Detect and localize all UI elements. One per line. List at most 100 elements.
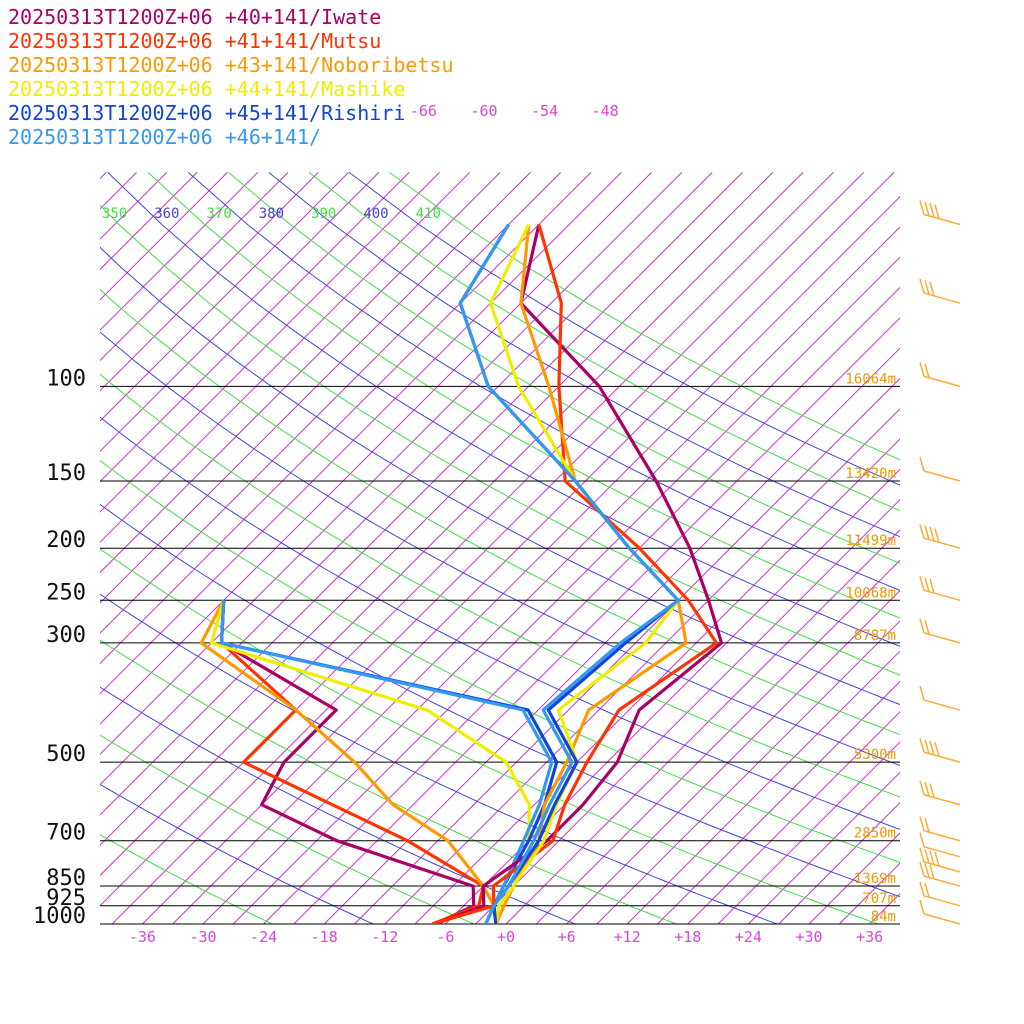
temperature-tick-labels: -36 -30 -24 -18 -12 -6 +0 +6 +12 +18 +24 +30 +36 (129, 928, 883, 946)
temperature-tick-label: +6 (558, 928, 576, 946)
wind-barb-flag (919, 816, 925, 831)
isotherm-line (100, 172, 440, 513)
wind-barb-flag (919, 362, 925, 377)
wind-barb-flag (924, 863, 930, 878)
pressure-tick-label: 200 (46, 528, 86, 553)
wind-barb-flag (924, 363, 930, 378)
wind-barb-flag (919, 881, 925, 897)
pressure-tick-label: 100 (46, 366, 86, 391)
isotherm-line (0, 172, 15, 924)
wind-barb-flag (919, 576, 925, 591)
isotherm-line (100, 172, 471, 543)
temperature-tick-label: -12 (371, 928, 398, 946)
dry-adiabat-line (100, 734, 475, 924)
wind-barb-flag (924, 882, 930, 898)
temperature-line (434, 224, 724, 924)
height-label: 1369m (854, 871, 896, 887)
wind-barb-flag (924, 781, 930, 797)
wind-barb-flag (924, 280, 930, 295)
height-label: 16064m (845, 371, 896, 387)
isotherm-line (566, 589, 900, 924)
pressure-tick-label: 150 (46, 461, 86, 486)
theta-label: 410 (416, 206, 441, 222)
wind-barb (923, 793, 961, 806)
theta-label: 390 (311, 206, 336, 222)
wind-barb (923, 375, 961, 388)
wind-barb-flag (919, 899, 925, 915)
pressure-tick-label: 1000 (33, 904, 86, 929)
temperature-tick-label: +0 (497, 928, 515, 946)
wind-barb-flag (929, 864, 935, 880)
dewpoint-line (199, 599, 498, 924)
temperature-tick-label: -24 (250, 928, 277, 946)
wind-barb-flag (924, 739, 930, 754)
isotherm-line (100, 172, 228, 301)
isotherm-line (100, 172, 380, 453)
pressure-tick-label: 850 (46, 866, 86, 891)
wind-barb (923, 875, 961, 887)
wind-barb-flag (919, 278, 925, 294)
theta-label: 360 (154, 206, 179, 222)
height-label: 11499m (845, 533, 896, 549)
top-isotherm-label: -60 (470, 102, 497, 120)
legend-entry: 20250313T1200Z+06 +41+141/Mutsu (8, 29, 381, 53)
wind-barb-flag (929, 526, 935, 542)
wind-barb-flag (934, 851, 940, 867)
profiles (199, 223, 724, 924)
temperature-tick-label: +12 (614, 928, 641, 946)
temperature-tick-label: -18 (311, 928, 338, 946)
wind-barb-flag (919, 780, 925, 795)
wind-barbs (919, 200, 961, 925)
wind-barb-flag (919, 456, 925, 472)
isotherm-line (991, 172, 1024, 924)
dry-adiabat-line (100, 548, 879, 924)
wind-barb-flag (924, 817, 930, 833)
pressure-tick-label: 300 (46, 623, 86, 648)
height-label: 10068m (845, 585, 896, 601)
isotherm-line (100, 172, 349, 422)
height-label: 84m (871, 909, 896, 925)
isotherm-line (596, 620, 900, 924)
isotherm-line (687, 711, 900, 924)
isotherm-line (100, 172, 259, 331)
isotherm-line (100, 172, 410, 483)
theta-label: 370 (206, 206, 231, 222)
height-label: 8787m (854, 628, 896, 644)
theta-labels: 350 360 370 380 390 400 410 (102, 206, 441, 222)
legend-entry: 20250313T1200Z+06 +46+141/ (8, 125, 321, 149)
wind-barb (923, 213, 961, 226)
temperature-tick-label: -6 (436, 928, 454, 946)
temperature-tick-label: +24 (735, 928, 762, 946)
wind-barb-flag (924, 577, 930, 592)
wind-barb-flag (919, 200, 925, 215)
wind-barb (923, 895, 961, 907)
wind-barb-flag (929, 281, 935, 297)
wind-barb-flag (934, 528, 940, 543)
wind-barb-flag (924, 849, 930, 864)
temperature-tick-label: -36 (129, 928, 156, 946)
isotherm-line (100, 172, 319, 392)
wind-barb-flag (929, 203, 935, 218)
legend-entry: 20250313T1200Z+06 +45+141/Rishiri (8, 101, 405, 125)
isotherm-line (748, 771, 900, 924)
wind-barb-flag (934, 204, 940, 219)
dry-adiabat-line (100, 783, 374, 924)
pressure-tick-label: 925 (46, 886, 86, 911)
dry-adiabat-line (100, 639, 677, 924)
isotherm-line (961, 172, 1024, 924)
isotherm-line (535, 559, 900, 924)
wind-barb-flag (934, 742, 940, 757)
dry-adiabat-line (100, 593, 778, 924)
theta-label: 400 (363, 206, 388, 222)
height-labels: 16064m 13420m 11499m 10068m 8787m 5300m 2850m 1… (845, 371, 896, 925)
wind-barb-flag (929, 850, 935, 865)
theta-label: 350 (102, 206, 127, 222)
temperature-line (431, 224, 718, 924)
isotherm-line (717, 741, 900, 924)
legend: 20250313T1200Z+06 +40+141/Iwate20250313T… (8, 5, 454, 149)
wind-barb (923, 913, 961, 925)
pressure-tick-label: 500 (46, 742, 86, 767)
temperature-line (458, 223, 680, 924)
dry-adiabat-line (100, 834, 273, 924)
